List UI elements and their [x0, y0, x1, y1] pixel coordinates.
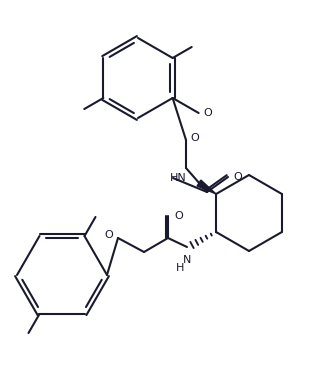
- Text: O: O: [104, 230, 113, 240]
- Polygon shape: [197, 180, 216, 194]
- Text: O: O: [204, 108, 212, 118]
- Text: N: N: [183, 255, 191, 265]
- Text: O: O: [174, 211, 183, 221]
- Text: O: O: [190, 133, 199, 143]
- Text: O: O: [233, 172, 242, 182]
- Text: HN: HN: [170, 173, 187, 183]
- Text: H: H: [176, 263, 184, 273]
